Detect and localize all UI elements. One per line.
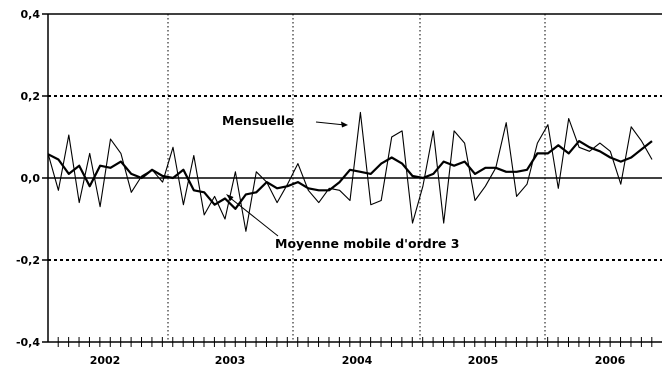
x-tick-label: 2002 xyxy=(90,354,121,367)
annotations: Mensuelle Moyenne mobile d'ordre 3 xyxy=(222,113,459,251)
y-tick-label: 0,4 xyxy=(21,8,41,21)
x-tick-label: 2006 xyxy=(595,354,626,367)
annotation-mensuelle-arrowhead xyxy=(341,121,348,128)
tick-labels: 0,4 0,2 0,0 -0,2 -0,4 2002 2003 2004 2005 2006 xyxy=(16,8,626,367)
annotation-moyenne-arrow xyxy=(228,196,279,237)
x-tick-label: 2003 xyxy=(215,354,246,367)
annotation-mensuelle: Mensuelle xyxy=(222,113,294,128)
y-tick-label: -0,4 xyxy=(16,336,40,349)
series-line-mensuelle xyxy=(47,111,653,232)
annotation-moyenne-mobile: Moyenne mobile d'ordre 3 xyxy=(275,236,459,251)
x-tick-label: 2005 xyxy=(468,354,499,367)
y-tick-label: -0,2 xyxy=(16,254,40,267)
series-lines xyxy=(47,111,653,232)
x-tick-label: 2004 xyxy=(342,354,373,367)
annotation-mensuelle-arrow xyxy=(315,121,346,126)
annotation-moyenne-arrowhead xyxy=(226,194,234,201)
series-line-moyenne-mobile xyxy=(47,140,653,210)
y-tick-label: 0,2 xyxy=(21,90,41,103)
y-tick-label: 0,0 xyxy=(21,172,41,185)
